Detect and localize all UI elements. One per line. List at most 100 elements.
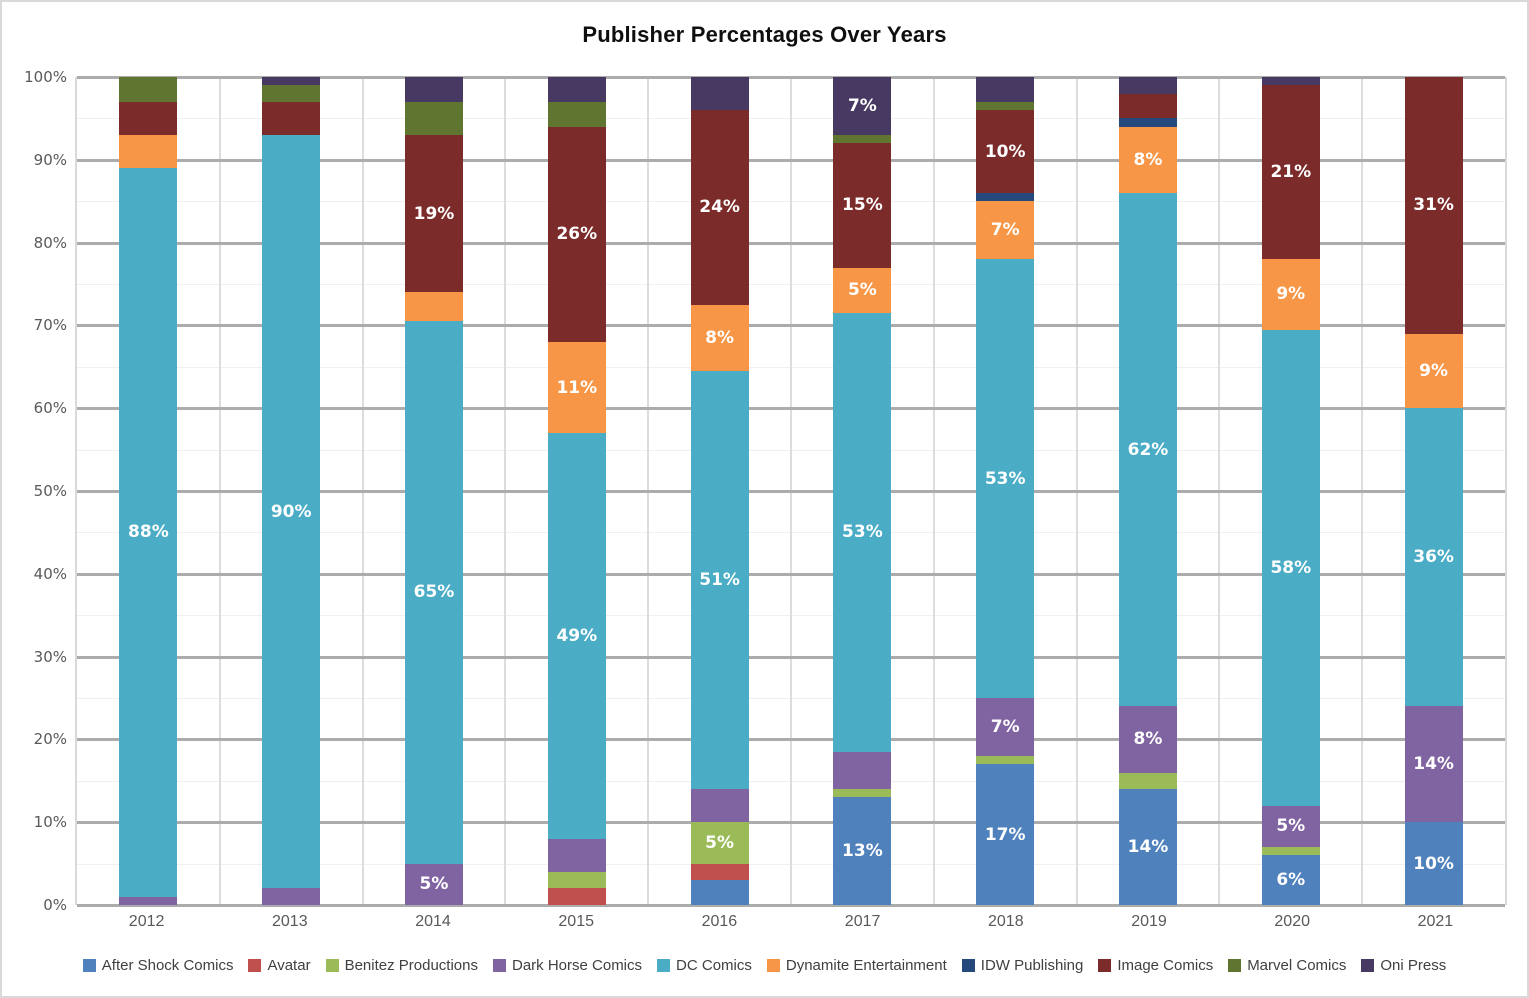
chart-title: Publisher Percentages Over Years (582, 22, 947, 47)
segment-after-shock-comics: 13% (833, 797, 892, 905)
bar-2015: 49% 11% 26% (547, 77, 606, 905)
segment-marvel-comics (119, 77, 178, 102)
segment-oni-press (405, 77, 463, 102)
bar-value-label: 8% (1133, 149, 1163, 170)
segment-dynamite-entertainment (119, 135, 178, 169)
bar-value-label: 62% (1127, 439, 1169, 460)
y-axis-tick-label: 100% (24, 68, 67, 86)
segment-oni-press (262, 77, 321, 86)
bar-value-label: 15% (842, 195, 883, 216)
legend-item-dc-comics: DC Comics (657, 957, 752, 974)
legend-swatch-icon (1228, 959, 1242, 972)
segment-image-comics: 15% (833, 143, 892, 268)
segment-dc-comics: 90% (262, 134, 321, 889)
bar-value-label: 19% (413, 203, 455, 224)
bar-value-label: 11% (556, 377, 598, 398)
legend-swatch-icon (325, 959, 339, 972)
legend-label: Benitez Productions (344, 957, 478, 974)
bar-value-label: 7% (847, 96, 877, 117)
legend-label: Oni Press (1380, 957, 1447, 974)
bar-value-label: 31% (1413, 195, 1454, 216)
legend-item-after-shock-comics: After Shock Comics (82, 957, 233, 974)
y-axis-tick-label: 20% (33, 730, 67, 749)
segment-dark-horse-comics: 14% (1404, 706, 1463, 823)
bar-value-label: 53% (842, 522, 883, 543)
segment-dc-comics: 36% (1404, 408, 1463, 707)
segment-dark-horse-comics (690, 789, 749, 823)
segment-dynamite-entertainment: 11% (547, 342, 606, 434)
bar-value-label: 8% (1133, 729, 1163, 750)
legend-item-dynamite-entertainment: Dynamite Entertainment (766, 957, 947, 974)
segment-marvel-comics (262, 85, 321, 102)
x-axis-tick-label: 2015 (558, 913, 594, 930)
bar-value-label: 7% (990, 717, 1020, 737)
legend-label: DC Comics (676, 957, 752, 974)
legend-label: Avatar (267, 957, 311, 974)
bar-2021: 10% 14% 36% 9% 31% (1404, 77, 1463, 905)
segment-benitez-productions (1119, 772, 1177, 790)
y-axis-tick-label: 10% (33, 813, 67, 832)
segment-dynamite-entertainment: 7% (976, 201, 1035, 260)
y-axis-tick-label: 50% (33, 482, 67, 500)
legend-item-idw-publishing: IDW Publishing (961, 957, 1083, 974)
legend-swatch-icon (82, 959, 96, 972)
segment-benitez-productions (1261, 847, 1320, 856)
bar-value-label: 9% (1276, 284, 1306, 305)
vertical-gridline (1361, 77, 1364, 905)
bar-value-label: 5% (847, 280, 877, 301)
bar-value-label: 6% (1276, 870, 1306, 891)
bar-2014: 5% 65% 19% (405, 77, 463, 905)
segment-dc-comics: 53% (833, 313, 892, 752)
segment-image-comics: 10% (976, 110, 1035, 193)
segment-image-comics (1119, 93, 1177, 119)
bar-2016: 5% 51% 8% 24% (690, 77, 749, 905)
legend-swatch-icon (248, 959, 262, 972)
bar-value-label: 90% (270, 501, 312, 522)
x-axis-tick-label: 2021 (1417, 913, 1454, 930)
y-axis-tick-label: 40% (33, 564, 67, 583)
segment-avatar (547, 888, 606, 905)
bar-value-label: 8% (705, 327, 735, 348)
segment-marvel-comics (976, 101, 1035, 111)
segment-image-comics: 19% (405, 135, 463, 293)
bar-value-label: 21% (1270, 162, 1312, 183)
y-axis-tick-label: 80% (33, 233, 67, 252)
vertical-gridline (361, 77, 364, 905)
vertical-gridline (1075, 77, 1078, 905)
segment-dark-horse-comics (119, 896, 178, 905)
legend-swatch-icon (1361, 959, 1375, 972)
vertical-gridline (504, 77, 507, 905)
legend-label: Dark Horse Comics (512, 957, 643, 974)
bar-value-label: 26% (556, 224, 598, 245)
segment-benitez-productions (976, 755, 1035, 765)
segment-dark-horse-comics: 5% (405, 863, 463, 905)
bar-value-label: 14% (1127, 837, 1169, 858)
legend-item-benitez-productions: Benitez Productions (325, 957, 478, 974)
bar-value-label: 24% (699, 197, 740, 218)
bar-2012: 88% (119, 77, 178, 905)
segment-dynamite-entertainment: 8% (690, 304, 749, 371)
segment-benitez-productions (833, 789, 892, 798)
bar-value-label: 5% (419, 874, 449, 895)
segment-dark-horse-comics: 8% (1119, 706, 1177, 773)
bar-value-label: 13% (842, 841, 883, 862)
bar-value-label: 51% (699, 570, 740, 591)
bar-value-label: 17% (984, 824, 1026, 845)
segment-dark-horse-comics (547, 838, 606, 872)
segment-dc-comics: 88% (119, 168, 178, 897)
bar-value-label: 88% (128, 522, 169, 543)
bar-value-label: 10% (1413, 853, 1454, 874)
x-axis-tick-label: 2013 (272, 913, 308, 930)
segment-dark-horse-comics: 7% (976, 698, 1035, 756)
segment-oni-press (1119, 77, 1177, 94)
legend-label: Marvel Comics (1247, 957, 1347, 974)
x-axis-tick-label: 2017 (844, 913, 881, 930)
legend-item-avatar: Avatar (248, 957, 311, 974)
vertical-gridline (647, 77, 650, 905)
legend-swatch-icon (657, 959, 671, 972)
bar-value-label: 5% (705, 832, 735, 853)
segment-after-shock-comics: 6% (1261, 855, 1320, 905)
bar-value-label: 65% (413, 582, 455, 603)
legend-swatch-icon (766, 959, 780, 972)
legend-item-image-comics: Image Comics (1098, 957, 1213, 974)
